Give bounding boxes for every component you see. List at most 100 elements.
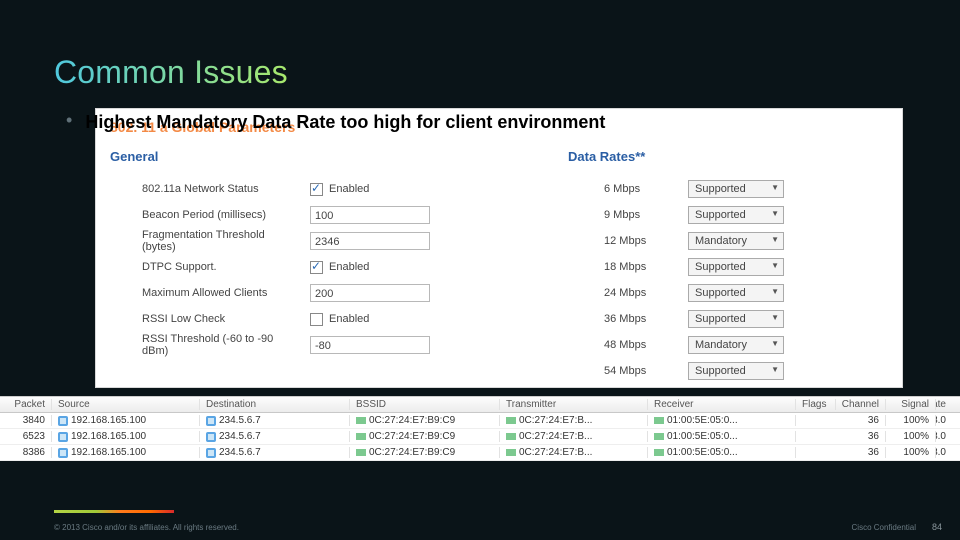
capture-table: PacketSourceDestinationBSSIDTransmitterR… <box>0 396 960 461</box>
capture-cell-text: 234.5.6.7 <box>219 415 261 426</box>
rate-label: 24 Mbps <box>568 287 678 299</box>
param-field: Enabled <box>310 183 546 196</box>
rate-label: 36 Mbps <box>568 313 678 325</box>
slide-title: Common Issues <box>54 54 288 91</box>
param-label: Maximum Allowed Clients <box>110 287 300 299</box>
rate-select[interactable]: Supported <box>688 310 784 328</box>
capture-cell-text: 48.0 <box>936 431 946 442</box>
param-label: RSSI Low Check <box>110 313 300 325</box>
capture-column-header[interactable]: Receiver <box>648 399 796 410</box>
host-icon <box>206 416 216 426</box>
capture-cell: 0C:27:24:E7:B9:C9 <box>350 431 500 442</box>
capture-cell-text: 36 <box>868 431 879 442</box>
capture-cell-text: 48.0 <box>936 415 946 426</box>
nic-icon <box>654 449 664 456</box>
rate-select[interactable]: Mandatory <box>688 232 784 250</box>
capture-cell: 100% <box>886 415 936 426</box>
rate-row: 54 Mbps Supported <box>568 358 888 384</box>
rate-select[interactable]: Supported <box>688 258 784 276</box>
nic-icon <box>506 417 516 424</box>
capture-column-header[interactable]: Flags <box>796 399 836 410</box>
capture-cell: 0C:27:24:E7:B9:C9 <box>350 447 500 458</box>
rate-select[interactable]: Supported <box>688 362 784 380</box>
rate-field: Supported <box>688 284 888 302</box>
rate-select[interactable]: Mandatory <box>688 336 784 354</box>
capture-column-header[interactable]: Channel <box>836 399 886 410</box>
capture-row[interactable]: 3840192.168.165.100234.5.6.70C:27:24:E7:… <box>0 413 960 429</box>
capture-cell-text: 100% <box>903 447 929 458</box>
capture-cell: 36 <box>836 431 886 442</box>
capture-cell-text: 0C:27:24:E7:B... <box>519 415 592 426</box>
capture-column-header[interactable]: Source <box>52 399 200 410</box>
capture-cell-text: 36 <box>868 447 879 458</box>
param-row: Beacon Period (millisecs) 100 <box>110 202 546 228</box>
capture-cell-text: 234.5.6.7 <box>219 447 261 458</box>
text-input[interactable]: 100 <box>310 206 430 224</box>
text-input[interactable]: 200 <box>310 284 430 302</box>
capture-cell: 234.5.6.7 <box>200 431 350 442</box>
general-subheading: General <box>110 149 546 164</box>
nic-icon <box>654 417 664 424</box>
capture-column-header[interactable]: Signal <box>886 399 936 410</box>
param-row: 802.11a Network Status Enabled <box>110 176 546 202</box>
capture-column-header[interactable]: Destination <box>200 399 350 410</box>
bullet-line: • Highest Mandatory Data Rate too high f… <box>66 112 605 133</box>
rate-row: 18 MbpsSupported <box>568 254 888 280</box>
param-row: RSSI Threshold (-60 to -90 dBm)-80 <box>110 332 546 358</box>
rate-select-value: Supported <box>689 183 752 195</box>
text-input[interactable]: 2346 <box>310 232 430 250</box>
capture-cell: 01:00:5E:05:0... <box>648 447 796 458</box>
capture-column-header[interactable]: Data Rate <box>936 399 960 410</box>
capture-cell: 01:00:5E:05:0... <box>648 415 796 426</box>
capture-column-header[interactable]: BSSID <box>350 399 500 410</box>
capture-cell: 48.0 <box>936 447 960 458</box>
checkbox[interactable] <box>310 183 323 196</box>
capture-cell: 234.5.6.7 <box>200 415 350 426</box>
rate-field: Supported <box>688 258 888 276</box>
rate-select-value: Supported <box>689 313 752 325</box>
nic-icon <box>506 449 516 456</box>
param-label: Beacon Period (millisecs) <box>110 209 300 221</box>
slide-footer: © 2013 Cisco and/or its affiliates. All … <box>0 510 960 540</box>
capture-cell: 192.168.165.100 <box>52 431 200 442</box>
rate-select[interactable]: Supported <box>688 180 784 198</box>
param-field: 200 <box>310 284 546 302</box>
footer-stripe-icon <box>54 510 174 513</box>
rate-row: 12 MbpsMandatory <box>568 228 888 254</box>
rate-select-value: Mandatory <box>689 235 753 247</box>
capture-cell: 3840 <box>0 415 52 426</box>
checkbox[interactable] <box>310 313 323 326</box>
capture-cell-text: 3840 <box>23 415 45 426</box>
rate-select-value: Supported <box>689 261 752 273</box>
capture-cell-text: 0C:27:24:E7:B... <box>519 431 592 442</box>
rate-select[interactable]: Supported <box>688 206 784 224</box>
capture-column-header[interactable]: Transmitter <box>500 399 648 410</box>
rate-label: 6 Mbps <box>568 183 678 195</box>
nic-icon <box>356 417 366 424</box>
capture-row[interactable]: 6523192.168.165.100234.5.6.70C:27:24:E7:… <box>0 429 960 445</box>
bullet-dot-icon: • <box>66 110 72 130</box>
capture-cell-text: 192.168.165.100 <box>71 431 146 442</box>
checkbox[interactable] <box>310 261 323 274</box>
capture-cell: 234.5.6.7 <box>200 447 350 458</box>
rate-field: Supported <box>688 206 888 224</box>
param-label: Fragmentation Threshold (bytes) <box>110 229 300 253</box>
capture-column-header[interactable]: Packet <box>0 399 52 410</box>
capture-cell-text: 100% <box>903 431 929 442</box>
capture-row[interactable]: 8386192.168.165.100234.5.6.70C:27:24:E7:… <box>0 445 960 461</box>
capture-cell: 100% <box>886 431 936 442</box>
capture-cell: 0C:27:24:E7:B... <box>500 447 648 458</box>
footer-page-number: 84 <box>932 522 942 532</box>
capture-cell-text: 0C:27:24:E7:B9:C9 <box>369 415 455 426</box>
param-field: Enabled <box>310 261 546 274</box>
host-icon <box>206 432 216 442</box>
rate-label: 54 Mbps <box>568 365 678 377</box>
checkbox-label: Enabled <box>329 183 369 195</box>
rate-field: Mandatory <box>688 232 888 250</box>
capture-cell-text: 01:00:5E:05:0... <box>667 447 738 458</box>
rate-row: 9 MbpsSupported <box>568 202 888 228</box>
capture-table-body: 3840192.168.165.100234.5.6.70C:27:24:E7:… <box>0 413 960 461</box>
param-label: 802.11a Network Status <box>110 183 300 195</box>
rate-select[interactable]: Supported <box>688 284 784 302</box>
text-input[interactable]: -80 <box>310 336 430 354</box>
